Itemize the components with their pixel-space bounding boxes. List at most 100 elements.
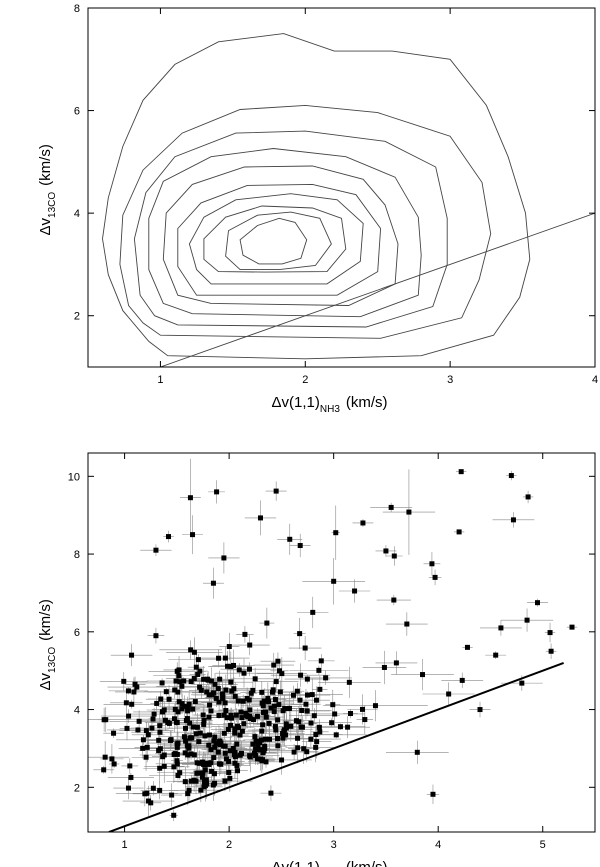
data-point	[332, 711, 338, 717]
data-point	[174, 744, 180, 750]
top-x-tick-label: 2	[302, 374, 308, 386]
data-point	[198, 687, 204, 693]
data-point	[172, 706, 178, 712]
data-point	[257, 740, 263, 746]
data-point	[309, 692, 315, 698]
data-point	[201, 721, 207, 727]
data-point	[230, 745, 236, 751]
top-x-tick-label: 4	[592, 374, 598, 386]
contour-level-9	[119, 104, 492, 339]
data-point	[260, 722, 266, 728]
data-point	[166, 696, 172, 702]
data-point	[275, 658, 281, 664]
data-point	[253, 746, 259, 752]
data-point	[176, 699, 182, 705]
data-point	[136, 718, 142, 724]
data-point	[143, 754, 149, 760]
data-point	[393, 660, 399, 666]
data-point	[188, 778, 194, 784]
data-point	[251, 717, 257, 723]
data-point	[154, 700, 160, 706]
data-point	[179, 701, 185, 707]
data-point	[525, 494, 531, 500]
data-point	[252, 676, 258, 682]
data-point	[348, 711, 354, 717]
data-point	[283, 732, 289, 738]
data-point	[145, 732, 151, 738]
data-point	[222, 700, 228, 706]
data-point	[144, 744, 150, 750]
data-point	[156, 737, 162, 743]
data-point	[279, 757, 285, 763]
data-point	[232, 726, 238, 732]
data-point	[174, 741, 180, 747]
data-point	[157, 729, 163, 735]
data-point	[283, 721, 289, 727]
data-point	[294, 688, 300, 694]
data-point	[228, 715, 234, 721]
data-point	[458, 469, 464, 475]
data-point	[241, 721, 247, 727]
data-point	[254, 713, 260, 719]
data-point	[220, 694, 226, 700]
data-point	[228, 663, 234, 669]
data-point	[191, 676, 197, 682]
data-point	[156, 747, 162, 753]
data-point	[295, 745, 301, 751]
data-point	[228, 712, 234, 718]
data-point	[372, 703, 378, 709]
data-point	[317, 686, 323, 692]
data-point	[165, 534, 171, 540]
data-point	[188, 751, 194, 757]
data-point	[235, 698, 241, 704]
data-point	[316, 667, 322, 673]
data-point	[206, 714, 212, 720]
data-point	[217, 742, 223, 748]
data-point	[420, 672, 426, 678]
data-point	[181, 678, 187, 684]
top-y-tick-label: 2	[74, 311, 80, 323]
data-point	[232, 749, 238, 755]
data-point	[508, 473, 514, 479]
data-point	[197, 668, 203, 674]
data-point	[208, 747, 214, 753]
bottom-y-tick-label: 6	[74, 627, 80, 639]
data-point	[212, 744, 218, 750]
contour-level-8	[133, 130, 448, 328]
data-point	[301, 746, 307, 752]
bottom-y-tick-label: 2	[74, 782, 80, 794]
data-point	[215, 749, 221, 755]
data-point	[333, 530, 339, 536]
data-point	[313, 697, 319, 703]
data-point	[222, 778, 228, 784]
data-point	[255, 756, 261, 762]
data-point	[173, 719, 179, 725]
data-point	[161, 707, 167, 713]
data-point	[352, 588, 358, 594]
data-point	[126, 713, 132, 719]
data-point	[239, 728, 245, 734]
data-point	[323, 675, 329, 681]
data-point	[308, 736, 314, 742]
data-point	[275, 743, 281, 749]
data-point	[311, 713, 317, 719]
data-point	[142, 791, 148, 797]
data-point	[157, 765, 163, 771]
data-point	[330, 702, 336, 708]
data-point	[129, 652, 135, 658]
data-point	[206, 742, 212, 748]
y-axis-label: Δv13CO(km/s)	[37, 144, 58, 235]
data-point	[129, 701, 135, 707]
data-point	[238, 709, 244, 715]
data-point	[258, 737, 264, 743]
data-point	[280, 708, 286, 714]
data-point	[183, 717, 189, 723]
data-point	[257, 515, 263, 521]
data-point	[255, 743, 261, 749]
data-point	[446, 691, 452, 697]
data-point	[313, 744, 319, 750]
data-point	[223, 756, 229, 762]
data-point	[277, 689, 283, 695]
data-point	[207, 702, 213, 708]
data-point	[211, 755, 217, 761]
